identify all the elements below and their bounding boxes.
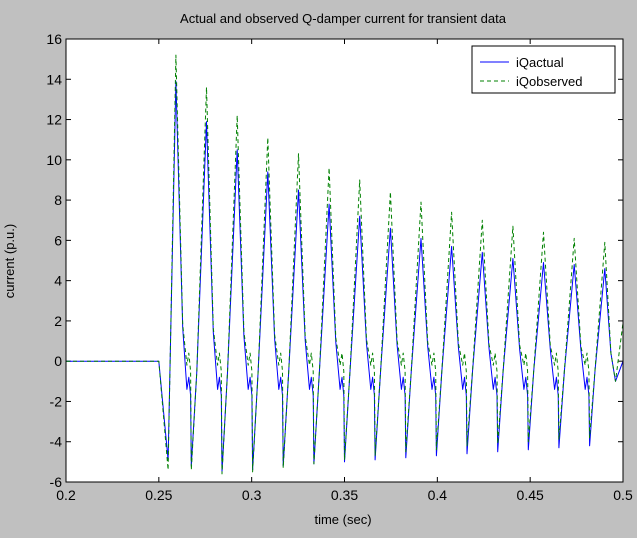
y-tick-label: -2 [50, 393, 63, 409]
x-tick-label: 0.45 [517, 487, 544, 503]
y-tick-label: -6 [50, 474, 63, 490]
y-tick-label: 8 [54, 192, 62, 208]
y-tick-label: 16 [46, 31, 62, 47]
x-axis-label: time (sec) [314, 512, 371, 527]
legend-label-iqobserved: iQobserved [516, 74, 582, 89]
plot-frame [65, 38, 624, 483]
y-tick-label: 4 [54, 273, 62, 289]
series-layer [66, 54, 624, 475]
legend: iQactual iQobserved [471, 45, 616, 94]
x-tick-label: 0.5 [613, 487, 633, 503]
y-axis-ticks: -6 -4 -2 0 2 4 6 8 10 12 14 16 [46, 31, 623, 490]
x-tick-label: 0.4 [428, 487, 448, 503]
x-tick-label: 0.35 [331, 487, 358, 503]
y-tick-label: 12 [46, 112, 62, 128]
y-tick-label: 10 [46, 152, 62, 168]
plot-area [66, 39, 623, 482]
legend-label-iqactual: iQactual [516, 55, 564, 70]
x-axis-ticks: 0.2 0.25 0.3 0.35 0.4 0.45 0.5 [56, 39, 633, 503]
y-tick-label: -4 [50, 434, 63, 450]
chart-title: Actual and observed Q-damper current for… [180, 11, 507, 26]
y-tick-label: 14 [46, 71, 62, 87]
y-tick-label: 6 [54, 232, 62, 248]
series-line-iqactual [66, 80, 624, 473]
y-tick-label: 2 [54, 313, 62, 329]
x-tick-label: 0.3 [242, 487, 262, 503]
y-axis-label: current (p.u.) [2, 224, 17, 298]
y-tick-label: 0 [54, 353, 62, 369]
x-tick-label: 0.25 [145, 487, 172, 503]
legend-box [471, 45, 616, 94]
x-tick-label: 0.2 [56, 487, 76, 503]
